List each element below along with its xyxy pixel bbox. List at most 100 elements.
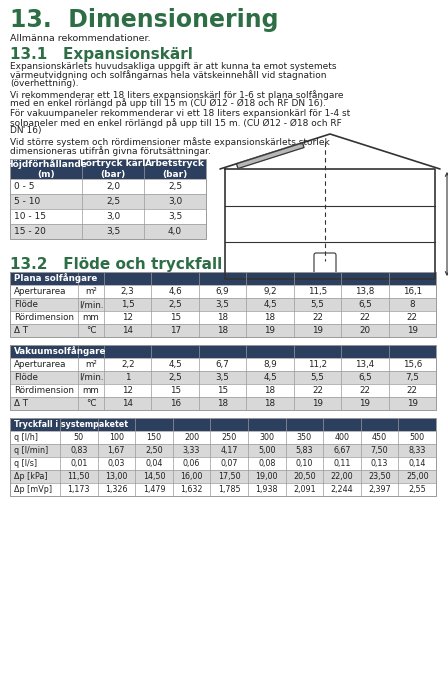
Text: 1,173: 1,173 bbox=[68, 485, 90, 494]
Text: 20: 20 bbox=[359, 326, 370, 335]
Text: 200: 200 bbox=[184, 433, 199, 442]
Text: med en enkel rörlängd på upp till 15 m (CU Ø12 - Ø18 och RF DN 16).: med en enkel rörlängd på upp till 15 m (… bbox=[10, 98, 326, 108]
Text: mm: mm bbox=[82, 313, 99, 322]
Text: 18: 18 bbox=[264, 399, 276, 408]
Text: 13.  Dimensionering: 13. Dimensionering bbox=[10, 8, 279, 32]
Text: 0,14: 0,14 bbox=[409, 459, 426, 468]
Text: 2,55: 2,55 bbox=[408, 485, 426, 494]
Text: 500: 500 bbox=[409, 433, 425, 442]
Text: °C: °C bbox=[86, 326, 96, 335]
Text: 19: 19 bbox=[359, 399, 370, 408]
Text: 4,5: 4,5 bbox=[168, 360, 182, 369]
Text: 19,00: 19,00 bbox=[255, 472, 278, 481]
Text: 12: 12 bbox=[122, 386, 133, 395]
Text: 3,5: 3,5 bbox=[106, 227, 120, 236]
Text: m²: m² bbox=[85, 287, 97, 296]
Text: 0,01: 0,01 bbox=[70, 459, 87, 468]
Text: 14,50: 14,50 bbox=[143, 472, 165, 481]
Text: °C: °C bbox=[86, 399, 96, 408]
Text: 13,00: 13,00 bbox=[105, 472, 128, 481]
Text: q [l/s]: q [l/s] bbox=[14, 459, 37, 468]
Text: 22,00: 22,00 bbox=[331, 472, 353, 481]
Text: Förtryck kärl
(bar): Förtryck kärl (bar) bbox=[80, 160, 146, 178]
Text: 3,33: 3,33 bbox=[183, 446, 200, 455]
Text: Vi rekommenderar ett 18 liters expansionskärl för 1-6 st plana solfångare: Vi rekommenderar ett 18 liters expansion… bbox=[10, 90, 344, 100]
Bar bbox=[10, 418, 436, 496]
Bar bbox=[10, 384, 436, 397]
Text: 400: 400 bbox=[335, 433, 349, 442]
Text: 19: 19 bbox=[407, 326, 418, 335]
Text: 350: 350 bbox=[297, 433, 312, 442]
Text: 4,17: 4,17 bbox=[220, 446, 238, 455]
Text: 18: 18 bbox=[217, 326, 228, 335]
Text: Aperturarea: Aperturarea bbox=[14, 287, 66, 296]
Text: 19: 19 bbox=[407, 399, 418, 408]
Text: 13.1   Expansionskärl: 13.1 Expansionskärl bbox=[10, 47, 193, 62]
Text: 18: 18 bbox=[217, 313, 228, 322]
Text: Rördimension: Rördimension bbox=[14, 386, 74, 395]
Text: 16: 16 bbox=[170, 399, 181, 408]
Text: Vid större system och rördimensioner måste expansionskärlets storlek: Vid större system och rördimensioner mås… bbox=[10, 137, 330, 147]
Text: 8,33: 8,33 bbox=[409, 446, 426, 455]
Text: 22: 22 bbox=[407, 313, 418, 322]
Text: 1,326: 1,326 bbox=[105, 485, 128, 494]
Text: 1,5: 1,5 bbox=[121, 300, 134, 309]
Text: 7,5: 7,5 bbox=[405, 373, 419, 382]
Text: 2,3: 2,3 bbox=[121, 287, 134, 296]
FancyBboxPatch shape bbox=[314, 253, 336, 275]
Bar bbox=[10, 345, 436, 358]
Text: 25,00: 25,00 bbox=[406, 472, 429, 481]
Text: 0,08: 0,08 bbox=[258, 459, 276, 468]
Text: 0 - 5: 0 - 5 bbox=[14, 182, 34, 191]
Text: 6,5: 6,5 bbox=[358, 373, 372, 382]
Text: 11,5: 11,5 bbox=[308, 287, 327, 296]
Bar bbox=[10, 209, 206, 224]
Bar bbox=[10, 311, 436, 324]
Bar bbox=[10, 159, 206, 239]
Text: dimensioneras utifrån givna förutsättningar.: dimensioneras utifrån givna förutsättnin… bbox=[10, 146, 211, 155]
Text: 250: 250 bbox=[222, 433, 237, 442]
Text: 5,5: 5,5 bbox=[310, 373, 324, 382]
Text: 3,0: 3,0 bbox=[106, 212, 120, 221]
Text: m²: m² bbox=[85, 360, 97, 369]
Text: 0,10: 0,10 bbox=[296, 459, 313, 468]
Text: 2,5: 2,5 bbox=[168, 182, 182, 191]
Text: värmeutvidgning och solfångarnas hela vätskeinnehåll vid stagnation: värmeutvidgning och solfångarnas hela vä… bbox=[10, 70, 327, 80]
Text: 1,479: 1,479 bbox=[142, 485, 165, 494]
Text: 15: 15 bbox=[170, 386, 181, 395]
Bar bbox=[10, 159, 206, 179]
Text: 1,785: 1,785 bbox=[218, 485, 241, 494]
Text: 0,13: 0,13 bbox=[371, 459, 388, 468]
Text: 14: 14 bbox=[122, 399, 133, 408]
Text: 11,50: 11,50 bbox=[68, 472, 90, 481]
Bar bbox=[10, 298, 436, 311]
Text: 13.2   Flöde och tryckfall: 13.2 Flöde och tryckfall bbox=[10, 257, 222, 272]
Text: Expansionskärlets huvudsakliga uppgift är att kunna ta emot systemets: Expansionskärlets huvudsakliga uppgift ä… bbox=[10, 62, 336, 71]
Bar bbox=[10, 272, 436, 337]
Text: Höjdförhållande
(m): Höjdförhållande (m) bbox=[5, 159, 87, 179]
Bar bbox=[10, 371, 436, 384]
Bar bbox=[10, 418, 436, 431]
Bar bbox=[10, 470, 436, 483]
Text: 3,0: 3,0 bbox=[168, 197, 182, 206]
Text: 13,4: 13,4 bbox=[355, 360, 375, 369]
Polygon shape bbox=[237, 143, 304, 169]
Text: 3,5: 3,5 bbox=[168, 212, 182, 221]
Text: 2,0: 2,0 bbox=[106, 182, 120, 191]
Text: 19: 19 bbox=[264, 326, 276, 335]
Text: 4,6: 4,6 bbox=[168, 287, 182, 296]
Text: 300: 300 bbox=[259, 433, 274, 442]
Text: Flöde: Flöde bbox=[14, 373, 38, 382]
Bar bbox=[10, 285, 436, 298]
Bar bbox=[10, 345, 436, 410]
Text: 20,50: 20,50 bbox=[293, 472, 316, 481]
Text: 6,9: 6,9 bbox=[216, 287, 229, 296]
Text: Δ T: Δ T bbox=[14, 399, 28, 408]
Text: 2,5: 2,5 bbox=[106, 197, 120, 206]
Text: 15 - 20: 15 - 20 bbox=[14, 227, 46, 236]
Text: 450: 450 bbox=[372, 433, 387, 442]
Text: 0,11: 0,11 bbox=[333, 459, 351, 468]
Bar bbox=[10, 397, 436, 410]
Bar bbox=[10, 324, 436, 337]
Text: 50: 50 bbox=[74, 433, 84, 442]
